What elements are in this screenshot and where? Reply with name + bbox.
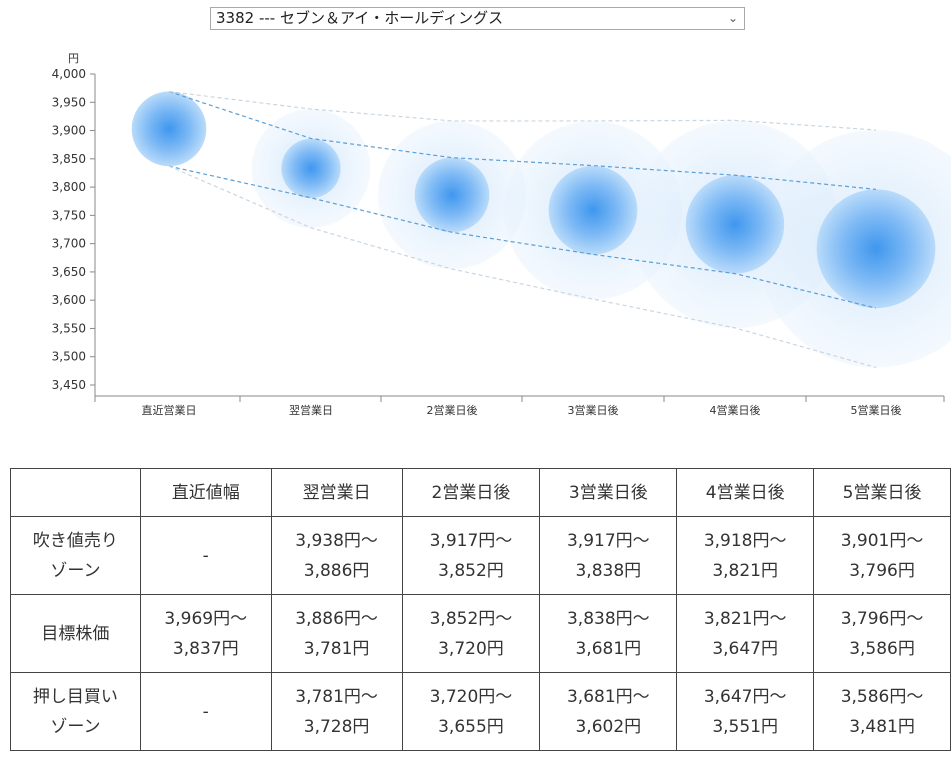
target-range-bubble [685, 175, 785, 274]
table-cell: 3,969円～ 3,837円 [139, 594, 272, 673]
table-cell: 3,917円～ 3,838円 [539, 516, 678, 595]
table-header-cell: 3営業日後 [539, 468, 678, 517]
table-header-cell: 翌営業日 [270, 468, 403, 517]
table-cell: - [139, 672, 272, 751]
x-tick-label: 2営業日後 [427, 403, 478, 417]
table-cell: 3,821円～ 3,647円 [676, 594, 815, 673]
core-layer [131, 91, 936, 309]
table-cell: 3,647円～ 3,551円 [676, 672, 815, 751]
table-row: 押し目買い ゾーン - 3,781円～ 3,728円 3,720円～ 3,655円 3… [10, 672, 951, 751]
x-tick-label: 翌営業日 [289, 403, 333, 417]
axes-layer: 円 4,000 3,950 3,900 3,850 3,800 3,750 3,700 3,6… [52, 52, 945, 417]
y-tick-label: 3,900 [52, 124, 86, 138]
y-tick-label: 3,850 [52, 152, 86, 166]
forecast-table: 直近値幅 翌営業日 2営業日後 3営業日後 4営業日後 5営業日後 吹き値売りゾ… [10, 468, 951, 751]
table-cell: 3,918円～ 3,821円 [676, 516, 815, 595]
y-tick-label: 4,000 [52, 67, 86, 81]
row-label: 吹き値売り ゾーン [10, 516, 141, 595]
table-cell: 3,586円～ 3,481円 [813, 672, 951, 751]
table-cell: 3,917円～ 3,852円 [401, 516, 541, 595]
row-label: 目標株価 [10, 594, 141, 673]
target-range-bubble [816, 189, 936, 309]
table-cell: 3,720円～ 3,655円 [401, 672, 541, 751]
outer-lower-line [168, 165, 877, 369]
target-range-bubble [281, 138, 341, 199]
table-row: 吹き値売り ゾーン - 3,938円～ 3,886円 3,917円～ 3,852円 3… [10, 516, 951, 595]
table-cell: 3,796円～ 3,586円 [813, 594, 951, 673]
y-tick-label: 3,600 [52, 293, 86, 307]
y-unit-label: 円 [68, 52, 79, 65]
table-header-cell: 4営業日後 [676, 468, 815, 517]
table-header-row: 直近値幅 翌営業日 2営業日後 3営業日後 4営業日後 5営業日後 [10, 468, 951, 517]
row-label: 押し目買い ゾーン [10, 672, 141, 751]
price-forecast-chart: 円 4,000 3,950 3,900 3,850 3,800 3,750 3,700 3,6… [52, 52, 951, 417]
table-header-cell: 5営業日後 [813, 468, 951, 517]
y-tick-label: 3,650 [52, 265, 86, 279]
chevron-down-icon: ⌄ [727, 11, 738, 25]
band-line-layer [168, 90, 877, 369]
table-cell: 3,781円～ 3,728円 [270, 672, 403, 751]
table-cell: - [139, 516, 272, 595]
y-tick-label: 3,500 [52, 350, 86, 364]
table-header-cell [10, 468, 141, 517]
y-tick-label: 3,750 [52, 208, 86, 222]
table-cell: 3,901円～ 3,796円 [813, 516, 951, 595]
x-tick-label: 4営業日後 [710, 403, 761, 417]
table-cell: 3,681円～ 3,602円 [539, 672, 678, 751]
target-lower-line [168, 165, 877, 309]
table-cell: 3,852円～ 3,720円 [401, 594, 541, 673]
x-tick-label: 5営業日後 [851, 403, 902, 417]
y-tick-label: 3,700 [52, 237, 86, 251]
table-cell: 3,938円～ 3,886円 [270, 516, 403, 595]
y-tick-label: 3,800 [52, 180, 86, 194]
y-tick-label: 3,450 [52, 378, 86, 392]
target-range-bubble [131, 91, 207, 167]
table-cell: 3,838円～ 3,681円 [539, 594, 678, 673]
x-tick-label: 直近営業日 [142, 403, 197, 417]
x-tick-label: 3営業日後 [568, 403, 619, 417]
y-tick-label: 3,950 [52, 95, 86, 109]
stock-selector[interactable]: 3382 --- セブン＆アイ・ホールディングス ⌄ [210, 7, 745, 30]
table-header-cell: 直近値幅 [139, 468, 272, 517]
stock-selector-value: 3382 --- セブン＆アイ・ホールディングス [216, 9, 504, 27]
outer-upper-line [168, 90, 877, 131]
table-cell: 3,886円～ 3,781円 [270, 594, 403, 673]
table-row: 目標株価 3,969円～ 3,837円 3,886円～ 3,781円 3,852円～… [10, 594, 951, 673]
target-range-bubble [548, 165, 638, 255]
y-tick-label: 3,550 [52, 321, 86, 335]
target-range-bubble [414, 157, 490, 233]
table-header-cell: 2営業日後 [401, 468, 541, 517]
